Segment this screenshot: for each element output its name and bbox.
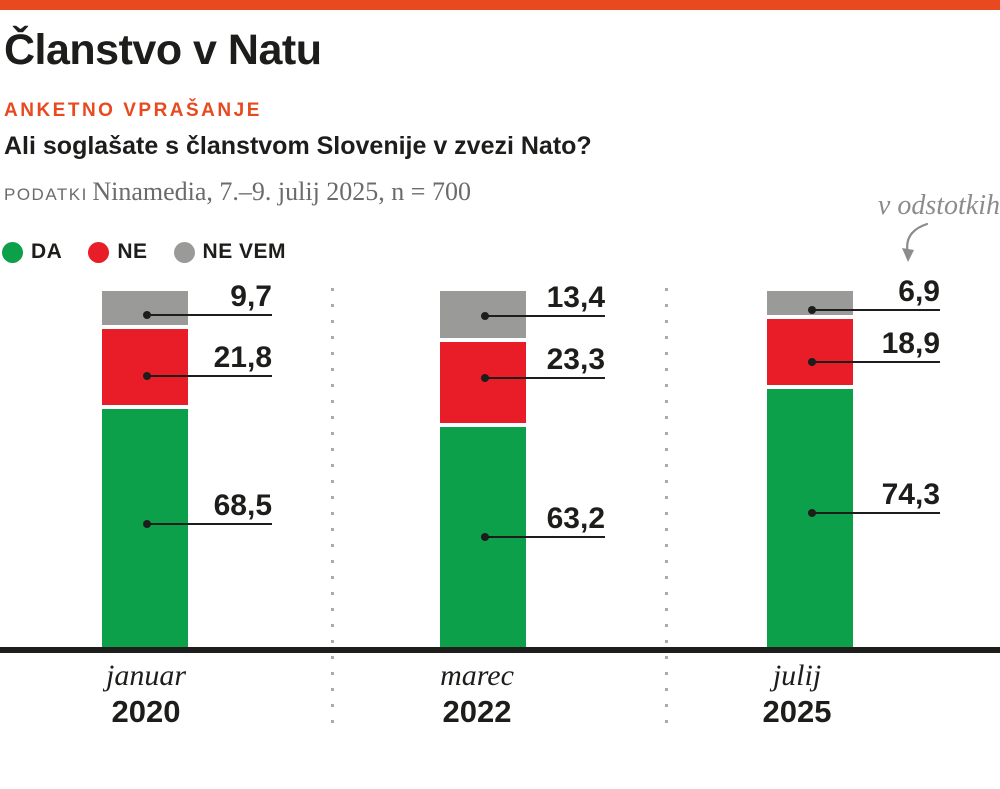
category-januar-2020: januar 2020: [106, 658, 186, 730]
legend-item-nevem: NE VEM: [173, 240, 287, 264]
stacked-bar-marec-2022: [440, 291, 526, 648]
data-source: PODATKI Ninamedia, 7.–9. julij 2025, n =…: [4, 177, 471, 207]
legend-label-ne: NE: [117, 240, 148, 263]
category-julij-2025: julij 2025: [763, 658, 832, 730]
category-month: januar: [105, 659, 187, 692]
value-label: 74,3: [881, 478, 940, 511]
stacked-bar-januar-2020: [102, 291, 188, 648]
ne-color-dot-icon: [88, 241, 110, 263]
survey-question: Ali soglašate s članstvom Slovenije v zv…: [4, 132, 592, 160]
value-label: 23,3: [546, 343, 605, 376]
value-label: 63,2: [546, 502, 605, 535]
legend-label-da: DA: [31, 240, 63, 263]
value-label: 21,8: [213, 341, 272, 374]
callout-nevem: 13,4: [481, 281, 605, 320]
category-month: julij: [772, 659, 822, 692]
segment-da: [767, 388, 853, 648]
value-label: 13,4: [546, 281, 605, 314]
category-month: marec: [440, 659, 514, 692]
source-label: PODATKI: [4, 185, 88, 204]
callout-ne: 21,8: [143, 341, 272, 380]
callout-ne: 18,9: [808, 327, 940, 366]
legend-label-nevem: NE VEM: [202, 240, 287, 263]
category-marec-2022: marec 2022: [440, 658, 514, 730]
callout-ne: 23,3: [481, 343, 605, 382]
category-year: 2022: [442, 694, 512, 729]
legend-item-da: DA: [2, 240, 62, 264]
unit-annotation: v odstotkih: [877, 190, 1000, 221]
source-text: Ninamedia, 7.–9. julij 2025, n = 700: [92, 177, 471, 206]
stacked-bar-julij-2025: [767, 291, 853, 648]
category-year: 2025: [762, 694, 832, 729]
da-color-dot-icon: [2, 241, 23, 263]
value-label: 6,9: [898, 275, 940, 308]
callout-da: 68,5: [143, 489, 272, 528]
curved-arrow-icon: [902, 222, 929, 262]
value-label: 68,5: [213, 489, 272, 522]
nevem-color-dot-icon: [173, 241, 195, 263]
segment-da: [102, 408, 188, 648]
callout-da: 63,2: [481, 502, 605, 541]
segment-ne: [767, 319, 853, 385]
segment-ne: [440, 341, 526, 424]
legend-item-ne: NE: [88, 240, 147, 264]
page-title: Članstvo v Natu: [4, 26, 322, 74]
callout-da: 74,3: [808, 478, 940, 517]
segment-nevem: [102, 291, 188, 325]
callout-nevem: 6,9: [808, 275, 940, 314]
kicker-label: ANKETNO VPRAŠANJE: [4, 100, 262, 121]
separator-dotted: [665, 288, 668, 724]
value-label: 18,9: [881, 327, 940, 360]
top-accent-bar: [0, 0, 1000, 10]
segment-ne: [102, 328, 188, 405]
axis-baseline: [0, 647, 1000, 653]
separator-dotted: [331, 288, 334, 724]
value-label: 9,7: [230, 280, 272, 313]
callout-nevem: 9,7: [143, 280, 272, 319]
legend: DA NE NE VEM: [2, 240, 312, 264]
category-year: 2020: [111, 694, 181, 729]
